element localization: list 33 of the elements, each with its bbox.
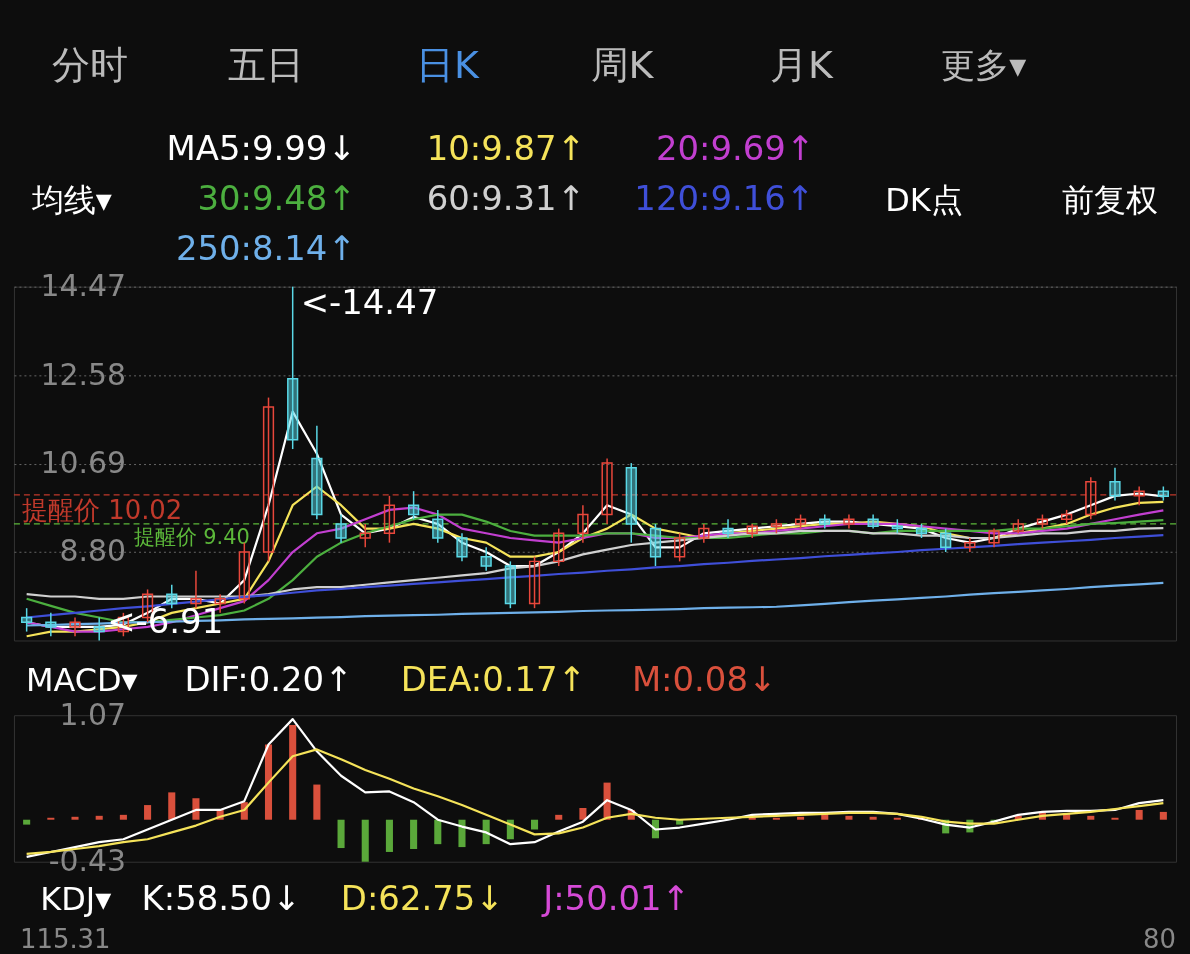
text: M:0.08↓ [631,660,777,700]
series-label: DIF:0.20↑ [184,660,353,700]
text: 更多▾ [941,46,1027,86]
y-tick-label: 8.80 [59,533,127,569]
ref-line-label: 提醒价 10.02 [21,494,183,525]
text: 115.31 [19,924,111,954]
text: 前复权 [1062,180,1159,219]
text: 均线▾ [30,180,112,219]
y-tick-label: 10.69 [40,445,127,481]
text: 周K [590,43,655,88]
text: KDJ▾ [40,879,112,918]
y-tick-label: 14.47 [40,268,127,304]
text: 分时 [51,43,128,88]
ref-line-label: 提醒价 9.40 [133,524,250,549]
text: DEA:0.17↑ [400,660,586,700]
text: DK点 [885,180,963,219]
y-tick-label: -0.43 [48,843,127,879]
y-tick-label: 12.58 [40,356,127,392]
text: D:62.75↓ [340,878,504,918]
text: 10:9.87↑ [426,129,586,169]
text: MA5:9.99↓ [166,129,356,169]
text: 五日 [228,43,305,88]
text: 30:9.48↑ [197,178,356,218]
text: K:58.50↓ [141,878,301,918]
text: 20:9.69↑ [655,129,815,169]
annotation: <-14.47 [300,282,439,322]
text: 月K [769,43,834,88]
text: 60:9.31↑ [426,178,586,218]
text: 80 [1143,924,1177,954]
text: 250:8.14↑ [175,228,356,268]
text: J:50.01↑ [541,878,690,918]
text: 120:9.16↑ [634,178,815,218]
text: 日K [416,43,481,88]
